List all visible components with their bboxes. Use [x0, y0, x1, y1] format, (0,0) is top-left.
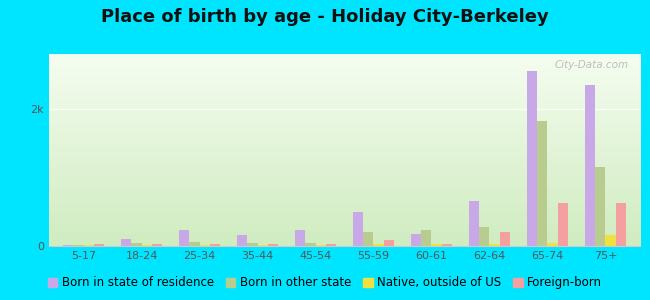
Bar [94, 244, 105, 246]
Bar [305, 243, 315, 246]
Bar [352, 212, 363, 246]
Bar [558, 203, 568, 246]
Bar [294, 230, 305, 246]
Bar [605, 235, 616, 246]
Bar [500, 232, 510, 246]
Bar [442, 244, 452, 246]
Bar [432, 244, 442, 246]
Bar [469, 201, 479, 246]
Bar [526, 71, 537, 246]
Bar [315, 244, 326, 246]
Bar [131, 243, 142, 246]
Bar [121, 239, 131, 246]
Bar [268, 244, 278, 246]
Bar [142, 245, 152, 246]
Bar [537, 121, 547, 246]
Text: Place of birth by age - Holiday City-Berkeley: Place of birth by age - Holiday City-Ber… [101, 8, 549, 26]
Bar [479, 227, 489, 246]
Bar [595, 167, 605, 246]
Bar [547, 243, 558, 246]
Bar [411, 234, 421, 246]
Bar [237, 235, 247, 246]
Bar [421, 230, 432, 246]
Bar [489, 244, 500, 246]
Bar [247, 243, 257, 246]
Legend: Born in state of residence, Born in other state, Native, outside of US, Foreign-: Born in state of residence, Born in othe… [43, 272, 607, 294]
Bar [584, 85, 595, 246]
Bar [179, 230, 189, 246]
Bar [210, 244, 220, 246]
Bar [200, 245, 210, 246]
Bar [363, 232, 374, 246]
Bar [374, 244, 384, 246]
Bar [152, 244, 162, 246]
Bar [62, 244, 73, 246]
Text: City-Data.com: City-Data.com [554, 60, 629, 70]
Bar [616, 203, 627, 246]
Bar [326, 244, 337, 246]
Bar [189, 242, 200, 246]
Bar [257, 245, 268, 246]
Bar [84, 245, 94, 246]
Bar [384, 240, 395, 246]
Bar [73, 245, 84, 246]
